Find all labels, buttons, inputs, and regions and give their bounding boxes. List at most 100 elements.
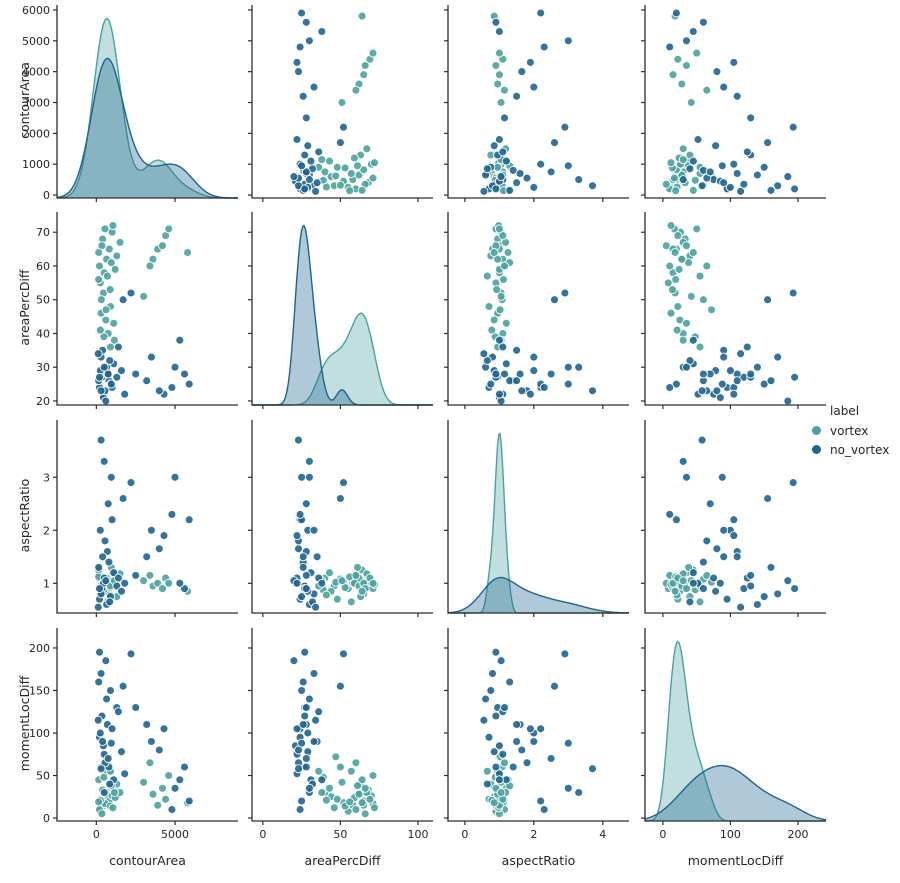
data-point-no_vortex [550,138,559,148]
data-point-vortex [357,798,367,808]
data-point-vortex [496,291,506,301]
data-point-no_vortex [106,686,115,695]
y-tick-label: 0 [43,812,50,825]
data-point-no_vortex [301,167,311,177]
kde-area-no_vortex [57,58,238,199]
data-point-vortex [359,70,369,80]
data-point-vortex [673,231,683,241]
data-point-no_vortex [536,724,546,734]
data-point-no_vortex [746,113,756,123]
data-point-no_vortex [759,162,769,172]
data-point-no_vortex [295,509,305,519]
data-point-no_vortex [304,472,314,482]
legend-entry-label: no_vortex [830,442,890,457]
data-point-no_vortex [512,376,522,386]
data-point-no_vortex [167,805,177,814]
data-point-no_vortex [335,494,345,503]
x-tick-label: 100 [407,828,428,841]
data-point-no_vortex [294,764,303,774]
data-point-no_vortex [505,677,515,687]
data-point-no_vortex [517,386,527,396]
data-point-no_vortex [489,141,499,151]
data-point-no_vortex [512,345,522,355]
data-point-no_vortex [117,586,126,596]
no-vortex-swatch-icon [812,445,821,454]
data-point-no_vortex [101,656,111,666]
data-point-no_vortex [170,783,180,793]
panel-spines [447,420,629,614]
data-point-no_vortex [105,597,115,607]
panel-aspectRatio-vs-areaPercDiff [248,420,433,617]
data-point-vortex [351,758,361,768]
data-point-no_vortex [96,386,106,396]
data-point-no_vortex [311,602,321,612]
data-point-no_vortex [95,728,105,738]
data-point-vortex [500,261,509,271]
y-axis-label-areaPercDiff: areaPercDiff [17,268,32,346]
data-point-vortex [340,163,350,173]
data-point-no_vortex [304,36,314,46]
data-point-vortex [321,590,331,600]
data-point-no_vortex [546,167,556,177]
data-point-no_vortex [120,769,130,779]
data-point-vortex [108,221,118,230]
data-point-vortex [158,241,167,251]
data-point-no_vortex [314,707,324,717]
data-point-no_vortex [705,167,715,177]
data-point-vortex [370,158,379,168]
panel-spines [251,5,433,199]
y-tick-label: 1 [43,577,50,590]
data-point-vortex [345,797,355,807]
data-point-no_vortex [297,161,307,171]
data-point-no_vortex [717,472,727,482]
data-point-no_vortex [563,362,573,372]
y-tick-label: 50 [36,294,50,307]
y-tick-label: 40 [36,327,50,340]
data-point-no_vortex [309,669,319,678]
x-axis-label-aspectRatio: aspectRatio [501,853,576,868]
data-point-no_vortex [94,677,104,687]
data-point-no_vortex [783,396,793,406]
data-point-vortex [145,261,155,271]
panel-contourArea-vs-areaPercDiff [248,5,433,202]
data-point-no_vortex [117,747,126,757]
data-point-vortex [671,275,681,284]
data-point-vortex [666,308,676,318]
data-point-vortex [95,261,104,271]
data-point-no_vortex [732,169,742,178]
data-point-no_vortex [688,568,698,578]
data-point-no_vortex [717,379,727,389]
data-point-no_vortex [698,584,708,594]
data-point-no_vortex [180,369,189,379]
data-point-vortex [164,771,174,780]
data-point-no_vortex [298,91,308,101]
data-point-no_vortex [574,175,584,185]
data-point-no_vortex [746,581,756,591]
data-point-no_vortex [574,362,584,372]
data-point-no_vortex [783,172,793,182]
data-point-vortex [353,562,362,572]
data-point-vortex [494,48,504,58]
data-point-vortex [139,291,149,301]
data-point-no_vortex [500,369,509,379]
y-tick-label: 200 [29,642,50,655]
y-tick-label: 50 [36,770,50,783]
data-point-vortex [482,766,492,776]
data-point-no_vortex [126,649,136,659]
data-point-no_vortex [678,456,688,466]
data-point-no_vortex [317,27,327,36]
data-point-no_vortex [788,288,798,298]
data-point-no_vortex [292,57,302,67]
data-point-no_vortex [512,737,522,746]
panel-areaPercDiff-vs-areaPercDiff [248,212,433,409]
data-point-vortex [101,305,111,315]
legend-entry-vortex: vortex [806,421,889,440]
data-point-no_vortex [146,352,156,362]
data-point-no_vortex [536,8,546,18]
data-point-no_vortex [671,8,681,18]
data-point-no_vortex [297,686,307,695]
y-tick-label: 3 [43,471,50,484]
y-tick-label: 2 [43,524,50,537]
data-point-vortex [353,781,362,791]
data-point-no_vortex [167,383,177,392]
